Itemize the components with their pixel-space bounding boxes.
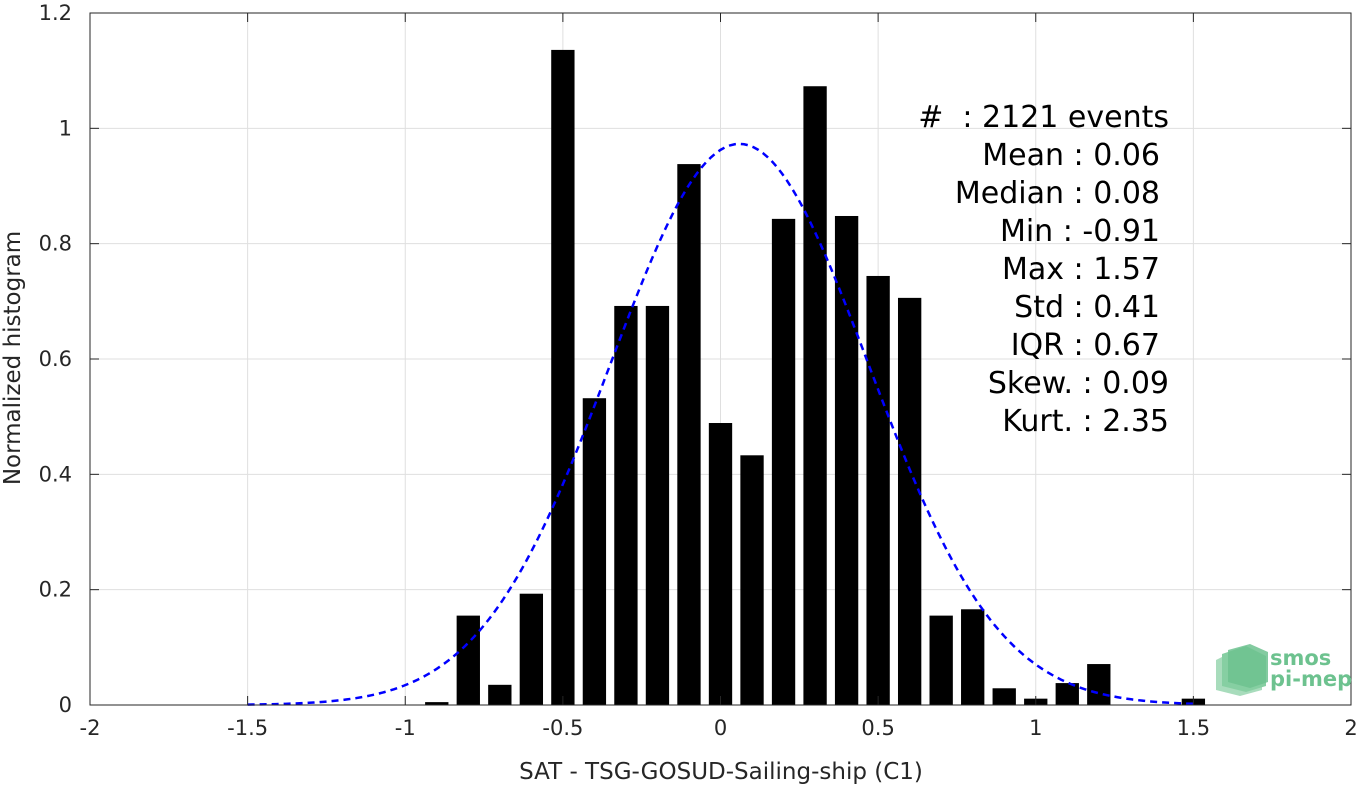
x-tick-labels: -2 -1.5 -1 -0.5 0 0.5 1 1.5 2 [80, 716, 1358, 740]
histogram-bar [929, 615, 953, 705]
histogram-bar [582, 398, 607, 705]
x-tick-label: 2 [1344, 716, 1357, 740]
x-tick-label: 0.5 [861, 716, 894, 740]
histogram-bar [645, 305, 670, 705]
y-tick-label: 0.8 [39, 232, 72, 256]
stats-mean: Mean : 0.06 [982, 138, 1160, 173]
histogram-bar [551, 49, 575, 705]
stats-std: Std : 0.41 [1014, 290, 1160, 325]
histogram-bar [1055, 683, 1079, 705]
histogram-bar [740, 455, 764, 705]
x-tick-label: 1.5 [1177, 716, 1210, 740]
histogram-bar [456, 615, 480, 705]
stats-skew: Skew. : 0.09 [988, 366, 1169, 401]
statistics-box: # : 2121 events Mean : 0.06 Median : 0.0… [918, 100, 1169, 439]
smos-pi-mep-logo: smos pi-mep [1216, 644, 1352, 696]
histogram-bar [708, 423, 733, 705]
logo-line-pimep: pi-mep [1270, 667, 1352, 691]
y-axis-label: Normalized histogram [0, 231, 26, 485]
x-tick-label: 0 [714, 716, 727, 740]
y-tick-label: 0.4 [39, 462, 72, 486]
y-tick-label: 0 [59, 693, 72, 717]
y-tick-label: 1.2 [39, 1, 72, 25]
logo-line-smos: smos [1270, 646, 1331, 670]
axis-ticks [89, 12, 1352, 706]
histogram-bar [803, 86, 827, 705]
y-tick-label: 1 [59, 116, 72, 140]
histogram-bar [834, 215, 859, 705]
x-tick-label: -1 [395, 716, 416, 740]
stats-kurt: Kurt. : 2.35 [1002, 404, 1169, 439]
stats-events: # : 2121 events [918, 100, 1169, 135]
histogram-bars [425, 49, 1206, 705]
stats-max: Max : 1.57 [1002, 252, 1160, 287]
x-axis-label: SAT - TSG-GOSUD-Sailing-ship (C1) [519, 759, 923, 785]
y-tick-label: 0.6 [39, 347, 72, 371]
histogram-bar [488, 684, 512, 705]
y-tick-label: 0.2 [39, 578, 72, 602]
histogram-bar [866, 275, 890, 705]
histogram-bar [677, 164, 701, 705]
logo-stack-icon [1216, 644, 1268, 696]
gaussian-fit-curve [247, 142, 1194, 706]
histogram-bar [519, 593, 544, 705]
histogram-bar [425, 702, 449, 705]
histogram-bar [614, 305, 638, 705]
histogram-bar [992, 688, 1016, 705]
x-tick-label: -2 [80, 716, 101, 740]
x-tick-label: 1 [1029, 716, 1042, 740]
histogram-bar [961, 609, 985, 705]
stats-iqr: IQR : 0.67 [1011, 328, 1160, 363]
x-tick-label: -0.5 [542, 716, 583, 740]
x-tick-label: -1.5 [227, 716, 268, 740]
stats-median: Median : 0.08 [955, 176, 1160, 211]
histogram-bar [1087, 664, 1111, 705]
y-tick-labels: 0 0.2 0.4 0.6 0.8 1 1.2 [39, 1, 72, 717]
histogram-bar [897, 297, 922, 705]
stats-min: Min : -0.91 [1000, 214, 1160, 249]
histogram-bar [771, 218, 796, 705]
